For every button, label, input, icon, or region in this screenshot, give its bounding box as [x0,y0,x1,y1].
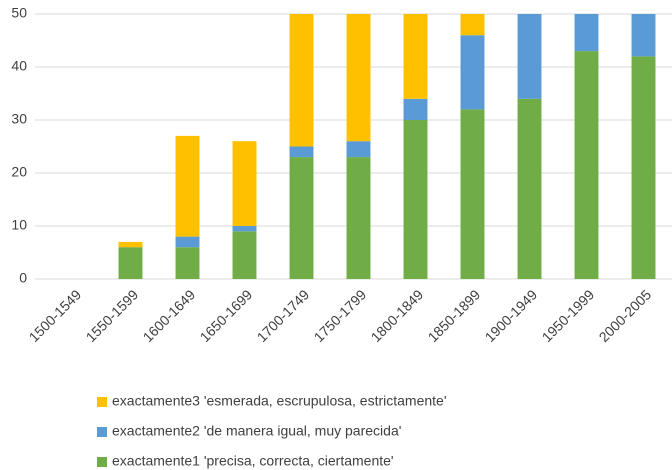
y-tick-label: 30 [11,111,27,127]
bar-segment [403,98,428,120]
legend-swatch [97,457,107,467]
y-tick-label: 40 [11,58,27,74]
bar-segment [574,14,599,52]
x-tick-label: 1650-1699 [197,286,256,345]
bar-segment [175,135,200,237]
bar-segment [403,120,428,279]
y-tick-label: 0 [19,270,27,286]
bar-segment [289,157,314,279]
bar-segment [175,247,200,279]
y-tick-label: 50 [11,5,27,21]
bars [118,14,656,280]
bar-segment [118,241,143,248]
y-tick-label: 20 [11,164,27,180]
bar-segment [517,14,542,99]
x-tick-label: 1500-1549 [26,286,85,345]
bar-segment [232,141,257,226]
x-tick-label: 1750-1799 [311,286,370,345]
bar-segment [346,14,371,142]
bar-segment [289,14,314,147]
bar-segment [460,35,485,110]
x-tick-label: 1800-1849 [368,286,427,345]
bar-segment [232,231,257,279]
legend-label: exactamente1 'precisa, correcta, ciertam… [112,453,394,469]
x-tick-label: 2000-2005 [596,286,655,345]
bar-segment [460,109,485,280]
bar-segment [232,226,257,232]
bar-segment [574,51,599,279]
bar-segment [631,14,656,57]
bar-segment [403,14,428,99]
bar-segment [517,98,542,279]
bar-segment [118,247,143,279]
x-tick-label: 1950-1999 [539,286,598,345]
bar-segment [346,157,371,279]
y-tick-label: 10 [11,217,27,233]
bar-segment [346,141,371,158]
bar-segment [175,236,200,248]
bar-segment [289,146,314,158]
legend-swatch [97,427,107,437]
legend-swatch [97,397,107,407]
x-tick-label: 1900-1949 [482,286,541,345]
bar-segment [631,56,656,280]
x-tick-label: 1850-1899 [425,286,484,345]
x-tick-label: 1700-1749 [254,286,313,345]
legend-label: exactamente3 'esmerada, escrupulosa, est… [112,393,447,409]
bar-segment [460,14,485,36]
legend-label: exactamente2 'de manera igual, muy parec… [112,423,401,439]
x-tick-label: 1600-1649 [140,286,199,345]
x-tick-label: 1550-1599 [83,286,142,345]
